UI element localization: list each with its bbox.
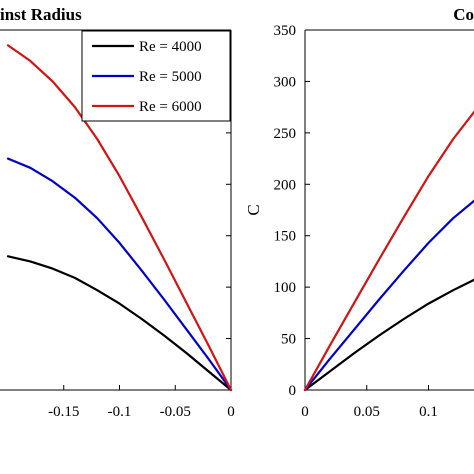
left-series-lines xyxy=(6,44,233,392)
left-panel: inst Radius -0.15 -0.1 -0.05 0 Re = 4000 Re… xyxy=(0,5,235,420)
right-y-tick-label: 100 xyxy=(274,280,297,296)
right-y-tick-label: 0 xyxy=(289,383,297,399)
left-series-line-0 xyxy=(6,255,233,392)
legend: Re = 4000 Re = 5000 Re = 6000 xyxy=(81,30,231,122)
left-series-line-1 xyxy=(6,157,233,392)
right-panel: Co C 0 0.05 0.1 0 50 100 150 200 250 300 350 xyxy=(244,5,474,420)
right-y-tick-label: 50 xyxy=(281,332,296,348)
right-y-tick-label: 250 xyxy=(274,126,297,142)
right-x-tick-label: 0.05 xyxy=(354,404,380,420)
right-series-line-1 xyxy=(303,199,474,392)
right-panel-title: Co xyxy=(453,5,474,24)
left-x-tick-label: 0 xyxy=(227,404,235,420)
left-x-tick-label: -0.05 xyxy=(160,404,191,420)
left-panel-title: inst Radius xyxy=(0,5,82,24)
right-x-ticks: 0 0.05 0.1 xyxy=(301,385,438,420)
right-y-axis-label: C xyxy=(244,204,263,215)
right-series-lines xyxy=(303,110,474,392)
right-x-tick-label: 0.1 xyxy=(419,404,438,420)
legend-label-re-5000: Re = 5000 xyxy=(139,69,202,85)
right-y-tick-label: 150 xyxy=(274,229,297,245)
right-y-ticks: 0 50 100 150 200 250 300 350 xyxy=(274,23,310,399)
left-x-tick-label: -0.1 xyxy=(108,404,132,420)
right-y-tick-label: 200 xyxy=(274,177,297,193)
right-x-tick-label: 0 xyxy=(301,404,309,420)
right-series-line-2 xyxy=(303,110,474,392)
left-x-tick-label: -0.15 xyxy=(48,404,79,420)
right-series-line-0 xyxy=(303,278,474,392)
legend-label-re-4000: Re = 4000 xyxy=(139,39,202,55)
right-y-tick-label: 300 xyxy=(274,74,297,90)
legend-label-re-6000: Re = 6000 xyxy=(139,99,202,115)
right-y-tick-label: 350 xyxy=(274,23,297,39)
left-series-line-2 xyxy=(6,44,233,392)
